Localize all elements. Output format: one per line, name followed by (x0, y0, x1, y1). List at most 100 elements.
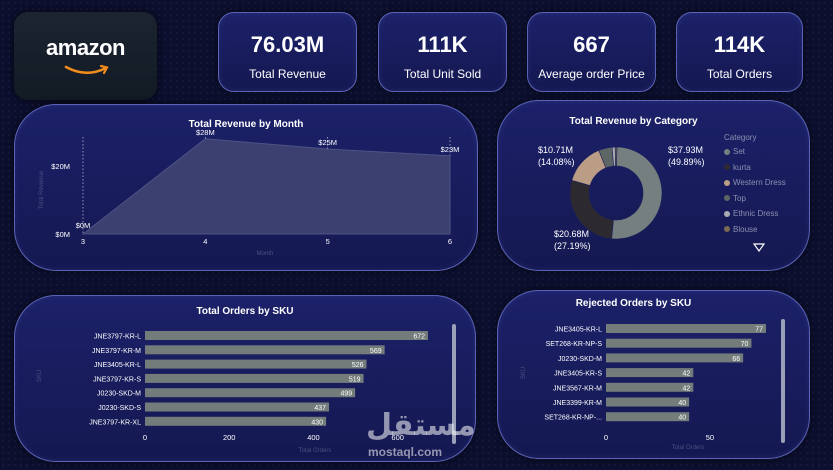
bar-value-label: 77 (755, 327, 763, 334)
legend-swatch (724, 226, 730, 233)
bar-value-label: 672 (413, 334, 425, 341)
slice-label-western-value: $10.71M (538, 145, 573, 155)
pie-slice-blouse[interactable] (614, 146, 618, 167)
kpi-value: 76.03M (250, 32, 325, 57)
legend-label: Ethnic Dress (733, 209, 779, 218)
kpi-total-revenue: 76.03M Total Revenue (218, 12, 357, 92)
bar[interactable] (145, 388, 356, 398)
bar-category-label: J0230-SKD-S (98, 405, 141, 412)
bar[interactable] (145, 402, 330, 412)
bar-category-label: JNE3797-KR-L (94, 334, 141, 341)
bar[interactable] (606, 397, 690, 407)
bar-value-label: 430 (311, 419, 323, 426)
legend-item-set[interactable]: Set (724, 147, 745, 156)
x-tick-label: 400 (307, 433, 320, 442)
data-label: $25M (318, 138, 337, 147)
revenue-by-month-chart: $0M $28M $25M $23M $0M $20M 3 4 5 6 Total Reven… (39, 128, 459, 257)
revenue-by-category-panel: Total Revenue by Category $37.93M (49.89… (497, 100, 810, 271)
bar-category-label: JNE3405-KR-S (554, 371, 602, 378)
legend-label: Set (733, 147, 746, 156)
legend-scroll-down-icon[interactable] (753, 243, 765, 252)
bar-value-label: 519 (349, 376, 361, 383)
bar-value-label: 42 (682, 371, 690, 378)
legend-swatch (724, 179, 730, 186)
slice-label-western-pct: (14.08%) (538, 157, 575, 167)
kpi-average-order-price: 667 Average order Price (527, 12, 656, 92)
amazon-logo-text: amazon (46, 35, 125, 60)
x-axis-title: Month (257, 251, 274, 257)
kpi-value: 111K (417, 32, 468, 57)
pie-slice-set[interactable] (611, 146, 663, 240)
y-axis-title: SKU (521, 367, 527, 379)
legend-swatch (724, 148, 730, 155)
legend-item-blouse[interactable]: Blouse (724, 225, 757, 234)
legend-item-top[interactable]: Top (724, 194, 746, 203)
bar-category-label: SET268-KR-NP-S (546, 341, 603, 348)
y-tick-label: $20M (51, 162, 70, 171)
x-tick-label: 0 (143, 433, 147, 442)
x-tick-label: 50 (706, 433, 714, 442)
chart-title: Total Revenue by Category (569, 116, 698, 127)
bar-category-label: JNE3399-KR-M (553, 400, 602, 407)
x-tick-label: 200 (223, 433, 236, 442)
bar[interactable] (145, 416, 327, 426)
revenue-by-category-chart: $37.93M (49.89%) $20.68M (27.19%) $10.71… (538, 145, 705, 251)
legend-item-western-dress[interactable]: Western Dress (724, 178, 786, 187)
bar-category-label: J0230-SKD-M (558, 356, 602, 363)
bar[interactable] (606, 368, 694, 378)
x-tick-label: 6 (448, 237, 452, 246)
y-tick-label: $0M (55, 230, 70, 239)
x-tick-label: 4 (203, 237, 207, 246)
bar[interactable] (606, 412, 690, 422)
bar[interactable] (145, 373, 364, 383)
revenue-area (81, 138, 451, 235)
bar[interactable] (145, 331, 428, 340)
legend-title: Category (724, 133, 757, 142)
bar-category-label: J0230-SKD-M (97, 391, 141, 398)
bar-category-label: JNE3797-KR-M (92, 348, 141, 355)
kpi-label: Total Unit Sold (403, 67, 482, 81)
scrollbar[interactable] (781, 319, 785, 443)
legend-label: kurta (733, 162, 751, 172)
x-tick-label: 5 (326, 237, 330, 246)
bar[interactable] (606, 338, 752, 348)
bar-value-label: 499 (340, 391, 352, 398)
kpi-total-orders: 114K Total Orders (676, 12, 803, 92)
bar[interactable] (606, 382, 694, 392)
bar-value-label: 40 (678, 400, 686, 407)
legend-label: Western Dress (733, 178, 786, 187)
watermark-arabic: مستقل (366, 408, 476, 443)
bar[interactable] (606, 353, 744, 363)
kpi-label: Total Revenue (249, 67, 326, 81)
watermark-latin: mostaql.com (368, 445, 443, 459)
y-axis-title: Total Revenue (39, 170, 45, 209)
bar[interactable] (145, 359, 367, 369)
legend-item-ethnic-dress[interactable]: Ethnic Dress (724, 209, 778, 218)
orders-by-sku-panel: Total Orders by SKU JNE3797-KR-L 672 JNE37… (14, 295, 476, 462)
bar[interactable] (145, 345, 385, 355)
kpi-label: Total Orders (706, 67, 773, 81)
legend-label: Blouse (733, 224, 758, 234)
data-label: $0M (76, 221, 91, 230)
bar-value-label: 70 (741, 341, 749, 348)
bar-value-label: 42 (682, 385, 690, 392)
bar-value-label: 40 (678, 415, 686, 422)
orders-by-sku-chart: JNE3797-KR-L 672 JNE3797-KR-M 569 JNE3405-KR… (37, 324, 456, 454)
slice-label-kurta-value: $20.68M (554, 229, 589, 239)
chart-title: Total Orders by SKU (196, 306, 294, 317)
x-tick-label: 0 (604, 433, 608, 442)
kpi-total-unit-sold: 111K Total Unit Sold (378, 12, 507, 92)
x-axis-title: Total Orders (672, 445, 705, 451)
data-label: $28M (196, 128, 215, 137)
bar-category-label: JNE3405-KR-L (555, 327, 602, 334)
legend-item-kurta[interactable]: kurta (724, 163, 751, 172)
kpi-value: 667 (573, 32, 610, 57)
legend-swatch (724, 210, 730, 217)
rejected-orders-by-sku-panel: Rejected Orders by SKU JNE3405-KR-L 77 SET… (497, 290, 810, 459)
kpi-value: 114K (713, 32, 766, 57)
chart-title: Total Revenue by Month (188, 119, 304, 130)
scrollbar[interactable] (452, 324, 456, 444)
bar[interactable] (606, 324, 766, 333)
revenue-by-month-panel: Total Revenue by Month $0M $28M $25M $23M $… (14, 104, 478, 271)
bar-value-label: 437 (314, 405, 326, 412)
